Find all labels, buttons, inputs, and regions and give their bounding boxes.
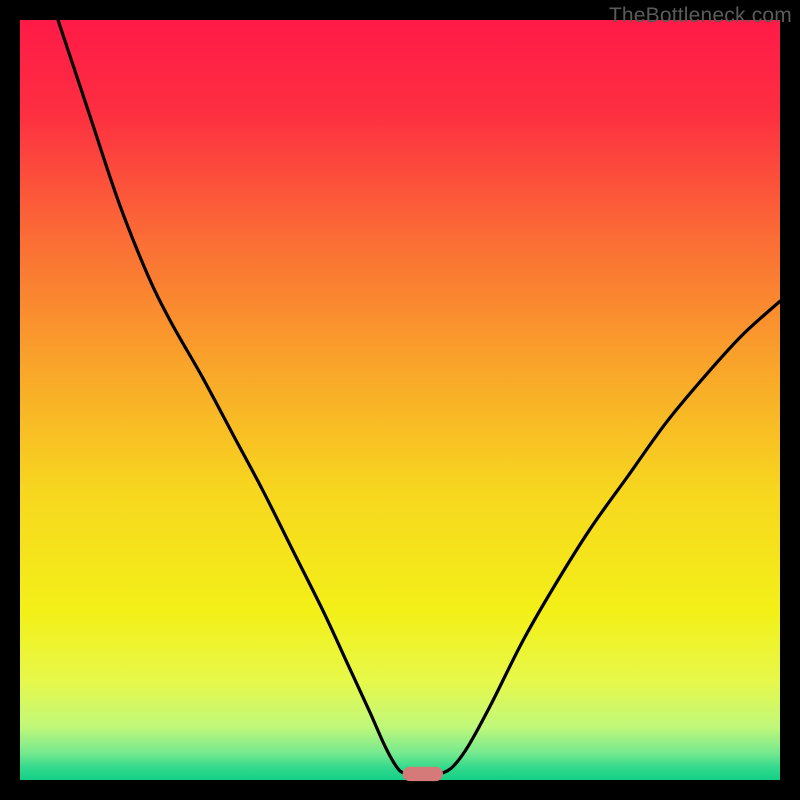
chart-svg	[0, 0, 800, 800]
watermark-text: TheBottleneck.com	[609, 4, 792, 28]
plot-background	[20, 20, 780, 780]
bottleneck-chart: { "meta": { "watermark_text": "TheBottle…	[0, 0, 800, 800]
optimal-marker	[403, 767, 443, 781]
